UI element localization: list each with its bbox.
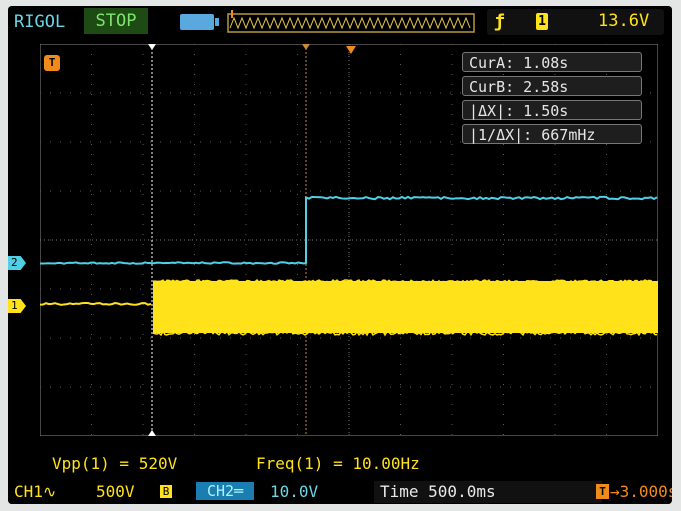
vpp-measurement: Vpp(1) = 520V xyxy=(52,454,177,473)
ch2-scale: 10.0V xyxy=(270,482,318,501)
inverse-delta-x-readout: |1/ΔX|: 667mHz xyxy=(462,124,642,144)
frequency-measurement: Freq(1) = 10.00Hz xyxy=(256,454,420,473)
trigger-offset: →3.000s xyxy=(610,482,672,501)
waveform-overview xyxy=(222,10,478,36)
timebase-readout: Time 500.0ms xyxy=(380,482,496,501)
ch2-label[interactable]: CH2═ xyxy=(196,482,254,500)
ch1-offset-marker[interactable]: 1 xyxy=(8,299,26,313)
channel-bar: CH1∿ 500V B CH2═ 10.0V Time 500.0ms T →3… xyxy=(8,480,672,504)
trigger-level: 13.6V xyxy=(598,11,649,31)
trigger-source-badge: 1 xyxy=(536,13,548,30)
trigger-offset-icon: T xyxy=(596,484,609,499)
overview-wave xyxy=(230,18,470,28)
run-state-badge[interactable]: STOP xyxy=(84,8,148,34)
cursor-a-readout: CurA: 1.08s xyxy=(462,52,642,72)
trigger-position-marker: T xyxy=(44,55,60,71)
trigger-slope-icon: ƒ xyxy=(494,11,505,32)
brand-label: RIGOL xyxy=(14,12,65,32)
ch1-trace-band xyxy=(153,281,658,333)
delta-x-readout: |ΔX|: 1.50s xyxy=(462,100,642,120)
bandwidth-limit-badge: B xyxy=(160,485,172,498)
ch2-offset-marker[interactable]: 2 xyxy=(8,256,26,270)
memory-bar-icon xyxy=(180,14,214,30)
ch1-scale: 500V xyxy=(96,482,135,501)
scope-screen: RIGOL STOP ƒ 1 13.6V T 2 1 CurA: 1.08s C… xyxy=(8,6,672,504)
ch1-label[interactable]: CH1∿ xyxy=(14,482,56,501)
status-bar: RIGOL STOP ƒ 1 13.6V xyxy=(8,6,672,40)
cursor-b-readout: CurB: 2.58s xyxy=(462,76,642,96)
